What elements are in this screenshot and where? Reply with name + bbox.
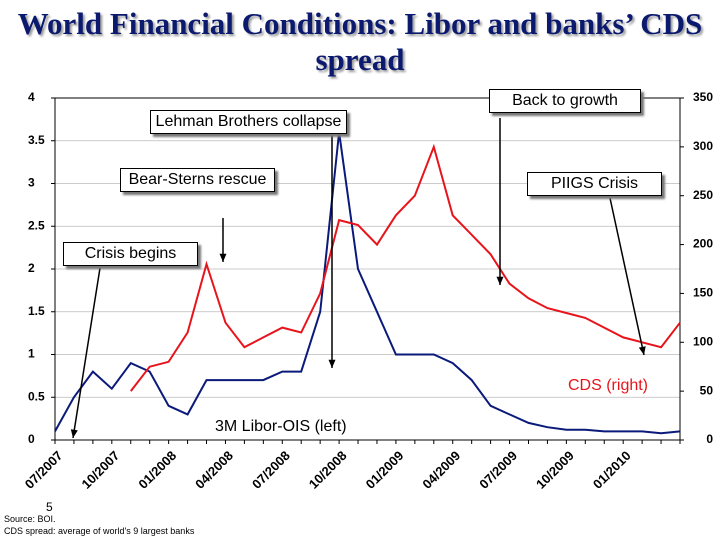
y-tick-label: 4 <box>28 90 35 104</box>
x-tick-label: 01/2009 <box>363 448 407 492</box>
annotation: Crisis begins <box>63 242 198 266</box>
x-tick-label: 10/2007 <box>79 448 123 492</box>
series-line <box>54 132 681 435</box>
annotation: Back to growth <box>489 89 641 113</box>
arrow <box>609 197 645 356</box>
y2-tick-label: 0 <box>706 432 713 446</box>
arrow-head <box>219 253 227 262</box>
y-tick-label: 0.5 <box>28 389 45 403</box>
y2-tick-label: 50 <box>700 383 714 397</box>
y2-tick-label: 100 <box>693 334 713 348</box>
x-tick-label: 10/2009 <box>533 448 577 492</box>
y-tick-label: 3.5 <box>28 133 45 147</box>
series-line <box>130 143 681 392</box>
y-tick-label: 3 <box>28 176 35 190</box>
arrow-head <box>328 359 336 368</box>
series-label: CDS (right) <box>568 377 649 394</box>
y-tick-label: 1 <box>28 347 35 361</box>
source: Source: BOI. <box>4 514 56 524</box>
y-tick-label: 1.5 <box>28 304 45 318</box>
y2-tick-label: 350 <box>693 90 713 104</box>
chart-title: World Financial Conditions: Libor and ba… <box>17 6 703 77</box>
arrow-head <box>496 276 504 285</box>
annotation: PIIGS Crisis <box>527 172 662 196</box>
page-number: 5 <box>46 500 53 514</box>
annotation: Bear-Sterns rescue <box>120 168 275 192</box>
arrow <box>72 267 101 439</box>
x-tick-label: 04/2008 <box>192 448 236 492</box>
series-label: 3M Libor-OIS (left) <box>215 418 347 435</box>
y2-tick-label: 250 <box>693 188 713 202</box>
y2-tick-label: 200 <box>693 237 713 251</box>
y-tick-label: 2 <box>28 261 35 275</box>
y-tick-label: 2.5 <box>28 218 45 232</box>
y2-tick-label: 150 <box>693 286 713 300</box>
x-tick-label: 07/2007 <box>22 448 66 492</box>
x-tick-label: 01/2008 <box>135 448 179 492</box>
annotation: Lehman Brothers collapse <box>150 110 347 134</box>
x-tick-label: 04/2009 <box>419 448 463 492</box>
x-tick-label: 07/2009 <box>476 448 520 492</box>
plot-frame <box>54 97 681 441</box>
x-tick-label: 07/2008 <box>249 448 293 492</box>
arrow-head <box>70 429 78 438</box>
x-tick-label: 10/2008 <box>306 448 350 492</box>
x-tick-label: 01/2010 <box>590 448 634 492</box>
y2-tick-label: 300 <box>693 139 713 153</box>
y-tick-label: 0 <box>28 432 35 446</box>
arrow-head <box>638 346 646 355</box>
note: CDS spread: average of world's 9 largest… <box>4 526 195 536</box>
